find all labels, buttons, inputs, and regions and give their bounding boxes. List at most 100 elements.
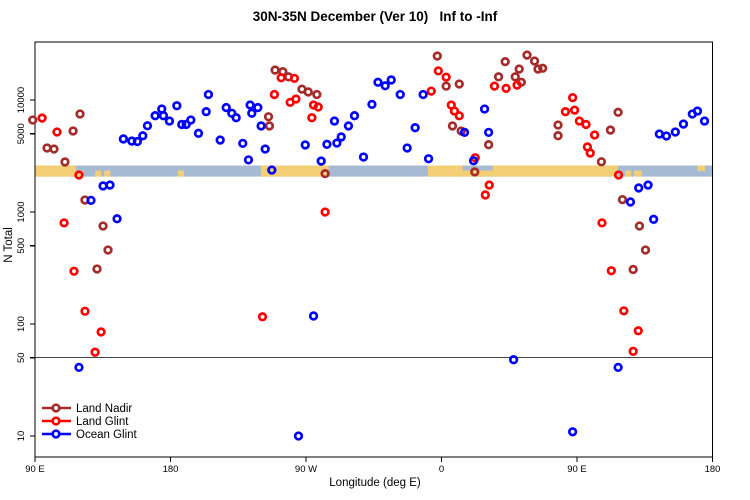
data-point-ocean-glint (386, 75, 396, 85)
data-point-land-nadir (553, 131, 563, 141)
data-point-ocean-glint (692, 106, 703, 116)
data-point-land-nadir (483, 140, 494, 150)
data-point-ocean-glint (86, 195, 96, 206)
strip-land-segment (35, 165, 76, 177)
data-point-ocean-glint (293, 431, 304, 441)
strip-land-segment (625, 170, 632, 177)
strip-land-segment (95, 170, 102, 177)
data-point-ocean-glint (349, 111, 360, 121)
data-point-ocean-glint (231, 113, 241, 123)
data-point-ocean-glint (625, 197, 636, 207)
data-point-land-nadir (454, 79, 464, 89)
data-point-ocean-glint (332, 138, 342, 148)
data-point-land-nadir (103, 245, 113, 255)
data-point-ocean-glint (215, 135, 225, 145)
data-point-land-glint (320, 207, 330, 217)
data-point-ocean-glint (459, 127, 470, 138)
data-point-land-nadir (529, 56, 540, 66)
data-point-ocean-glint (177, 119, 187, 130)
data-point-land-glint (574, 116, 585, 126)
data-point-ocean-glint (508, 355, 519, 365)
data-point-land-glint (433, 66, 443, 76)
data-point-land-glint (567, 92, 578, 103)
data-point-land-nadir (493, 72, 504, 82)
data-point-ocean-glint (423, 154, 434, 164)
data-point-land-glint (52, 127, 62, 137)
data-point-land-glint (59, 218, 69, 228)
data-point-ocean-glint (395, 89, 405, 100)
legend-label: Ocean Glint (76, 429, 138, 441)
data-point-land-glint (276, 73, 286, 83)
data-point-ocean-glint (358, 152, 369, 162)
data-point-ocean-glint (74, 362, 84, 373)
data-point-land-nadir (514, 64, 524, 74)
data-point-land-glint (585, 148, 595, 158)
data-point-ocean-glint (267, 165, 277, 175)
data-point-land-nadir (42, 143, 52, 153)
data-point-land-glint (480, 190, 490, 200)
data-point-ocean-glint (316, 156, 326, 166)
x-tick-label: 90 E (567, 464, 587, 475)
data-point-ocean-glint (245, 100, 255, 110)
data-point-land-nadir (303, 87, 313, 97)
data-point-land-glint (291, 94, 301, 104)
strip-land-segment (492, 165, 618, 177)
data-point-land-glint (489, 81, 500, 91)
data-point-land-glint (289, 73, 300, 84)
data-point-ocean-glint (247, 108, 257, 118)
chart-title: 30N-35N December (Ver 10) Inf to -Inf (252, 9, 498, 24)
data-point-land-nadir (553, 120, 563, 130)
data-point-land-nadir (263, 112, 274, 122)
data-point-land-nadir (470, 167, 480, 177)
data-point-land-glint (69, 266, 79, 276)
data-point-ocean-glint (260, 144, 270, 154)
x-tick-label: 180 (163, 464, 179, 475)
data-point-ocean-glint (699, 116, 710, 126)
data-point-ocean-glint (181, 119, 191, 130)
x-tick-label: 90 E (25, 464, 45, 475)
data-point-land-nadir (60, 157, 70, 167)
data-point-land-nadir (605, 125, 616, 135)
strip-land-segment (104, 170, 111, 177)
data-point-land-glint (307, 113, 317, 123)
data-point-ocean-glint (648, 214, 659, 224)
data-point-ocean-glint (142, 121, 153, 131)
data-point-ocean-glint (483, 127, 494, 138)
data-point-land-nadir (68, 126, 78, 136)
data-point-ocean-glint (336, 132, 346, 142)
data-point-land-nadir (270, 65, 280, 75)
data-point-land-glint (597, 218, 607, 228)
data-point-ocean-glint (186, 115, 196, 125)
strip-land-segment (178, 170, 185, 177)
data-point-ocean-glint (380, 81, 390, 91)
data-point-ocean-glint (643, 180, 653, 190)
legend-label: Land Nadir (76, 403, 132, 415)
data-point-ocean-glint (670, 127, 680, 137)
data-point-land-nadir (596, 157, 607, 167)
data-point-land-glint (37, 113, 47, 123)
data-point-ocean-glint (118, 134, 129, 144)
data-point-land-glint (441, 72, 451, 82)
y-tick-label: 50 (16, 352, 27, 363)
y-tick-label: 500 (16, 238, 27, 254)
x-axis-label: Longitude (deg E) (329, 477, 421, 489)
data-point-ocean-glint (201, 107, 211, 117)
data-point-ocean-glint (221, 102, 231, 113)
data-point-land-glint (501, 83, 511, 94)
data-point-land-glint (90, 347, 100, 357)
strip-land-segment (260, 165, 329, 177)
y-tick-label: 5000 (16, 123, 27, 144)
legend-marker (51, 429, 61, 439)
data-point-ocean-glint (243, 155, 254, 165)
data-point-land-glint (80, 306, 90, 316)
data-point-land-glint (512, 80, 522, 90)
data-point-ocean-glint (112, 214, 122, 224)
y-axis-label: N Total (3, 227, 15, 263)
data-point-land-glint (96, 327, 106, 337)
strip-land-segment (697, 165, 705, 172)
data-point-land-glint (484, 180, 494, 190)
data-point-land-nadir (441, 81, 451, 91)
strip-ocean (35, 165, 713, 177)
x-tick-label: 0 (439, 464, 444, 475)
data-point-land-nadir (640, 245, 651, 255)
